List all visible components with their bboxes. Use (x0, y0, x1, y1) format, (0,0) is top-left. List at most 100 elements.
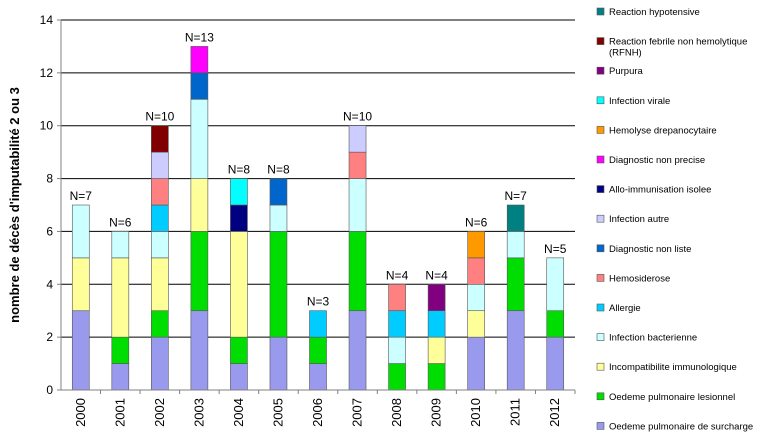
bar-segment (388, 283, 406, 312)
bar-segment (309, 310, 327, 338)
total-label: N=7 (70, 189, 93, 203)
legend-label: Infection virale (609, 96, 670, 107)
legend-item: Infection autre (596, 214, 669, 225)
bar-segment (348, 310, 367, 391)
x-tick-label: 2007 (350, 398, 365, 427)
bar-segment (111, 257, 130, 338)
x-tick-label: 2002 (152, 398, 167, 427)
legend-swatch (596, 333, 605, 341)
bar-segment (388, 363, 406, 391)
legend-swatch (596, 37, 605, 45)
bar-segment (309, 363, 327, 391)
bar-segment (546, 257, 565, 312)
legend-label: Purpura (609, 66, 644, 77)
bar-segment (190, 46, 209, 74)
legend-label: Infection bacterienne (609, 333, 697, 344)
y-tick-label: 6 (46, 224, 53, 238)
legend-label: Infection autre (609, 214, 669, 225)
legend-swatch (596, 274, 605, 282)
bar-segment (151, 151, 169, 179)
y-tick-label: 14 (40, 13, 54, 27)
bar-segment (230, 336, 248, 364)
legend-label: Diagnostic non precise (609, 155, 705, 166)
bars (71, 46, 565, 391)
bar-segment (269, 178, 288, 206)
legend-label: Oedeme pulmonaire lesionnel (609, 392, 735, 403)
x-tick-label: 2010 (468, 398, 483, 427)
legend-swatch (596, 7, 605, 16)
bar-segment (71, 204, 90, 259)
total-label: N=13 (185, 30, 214, 44)
bar-segment (269, 231, 288, 338)
x-tick-label: 2011 (508, 398, 523, 426)
legend-swatch (596, 66, 605, 75)
bar-segment (506, 257, 525, 312)
bar-segment (348, 231, 367, 312)
legend-swatch (596, 422, 605, 430)
x-tick-label: 2008 (389, 398, 404, 427)
legend-item: Reaction febrile non hemolytique (RFNH) (596, 37, 747, 59)
grid (61, 19, 575, 338)
y-tick-label: 8 (46, 172, 53, 186)
bar-segment (151, 231, 169, 259)
bar-segment (151, 178, 169, 206)
legend-item: Hemolyse drepanocytaire (596, 125, 717, 136)
x-tick-label: 2004 (231, 398, 246, 427)
bar-segment (388, 336, 406, 364)
total-label: N=6 (109, 215, 132, 229)
x-tick-label: 2006 (310, 398, 325, 427)
legend-item: Diagnostic non liste (596, 244, 691, 255)
legend-label: Diagnostic non liste (609, 244, 691, 255)
legend-item: Infection virale (596, 96, 670, 107)
bar-segment (111, 336, 130, 364)
legend-label: Allo-immunisation isolee (609, 185, 711, 196)
bar-segment (467, 283, 485, 312)
legend-item: Allergie (596, 303, 641, 314)
total-label: N=4 (386, 268, 409, 282)
y-tick-label: 2 (46, 330, 53, 344)
bar-segment (467, 231, 485, 259)
bar-segment (151, 336, 169, 391)
x-axis-ticks: 2000 2001 2002 2003 2004 2005 2006 2007 2008 2009… (73, 390, 576, 427)
legend-item: Hemosiderose (596, 273, 670, 284)
legend-item: Purpura (596, 66, 644, 77)
legend-swatch (596, 244, 605, 253)
legend-swatch (596, 126, 605, 134)
bar-segment (111, 363, 130, 391)
legend-label: Reaction febrile non hemolytique (RFNH) (609, 37, 747, 59)
bar-segment (427, 336, 446, 364)
bar-segment (348, 125, 367, 153)
bar-segment (269, 336, 288, 391)
bar-segment (230, 231, 248, 338)
bar-segment (71, 257, 90, 312)
bar-segment (151, 204, 169, 232)
legend-swatch (596, 155, 605, 164)
bar-segment (467, 310, 485, 338)
legend-swatch (596, 96, 605, 105)
total-label: N=6 (465, 215, 488, 229)
x-tick-label: 2000 (73, 398, 88, 427)
legend-item: Diagnostic non precise (596, 155, 705, 166)
x-tick-label: 2003 (191, 398, 206, 427)
legend-label: Allergie (609, 303, 641, 314)
bar-segment (230, 204, 248, 232)
bar-segment (230, 363, 248, 391)
y-tick-label: 12 (40, 66, 54, 80)
legend-label: Reaction hypotensive (609, 7, 700, 18)
legend-label: Hemosiderose (609, 273, 670, 284)
legend-item: Oedeme pulmonaire lesionnel (596, 392, 735, 403)
legend-label: Hemolyse drepanocytaire (609, 125, 717, 136)
legend-swatch (596, 214, 605, 223)
bar-segment (506, 231, 525, 259)
bar-segment (506, 310, 525, 391)
bar-segment (427, 363, 446, 391)
legend-item: Allo-immunisation isolee (596, 185, 711, 196)
x-tick-label: 2012 (547, 398, 562, 427)
total-label: N=5 (544, 242, 567, 256)
x-tick-label: 2009 (429, 398, 444, 427)
legend-item: Oedeme pulmonaire de surcharge (596, 421, 753, 432)
bar-segment (348, 151, 367, 179)
bar-segment (190, 178, 209, 232)
bar-segment (546, 336, 565, 391)
y-axis-ticks: 0 2 4 6 8 10 12 14 (40, 13, 61, 397)
